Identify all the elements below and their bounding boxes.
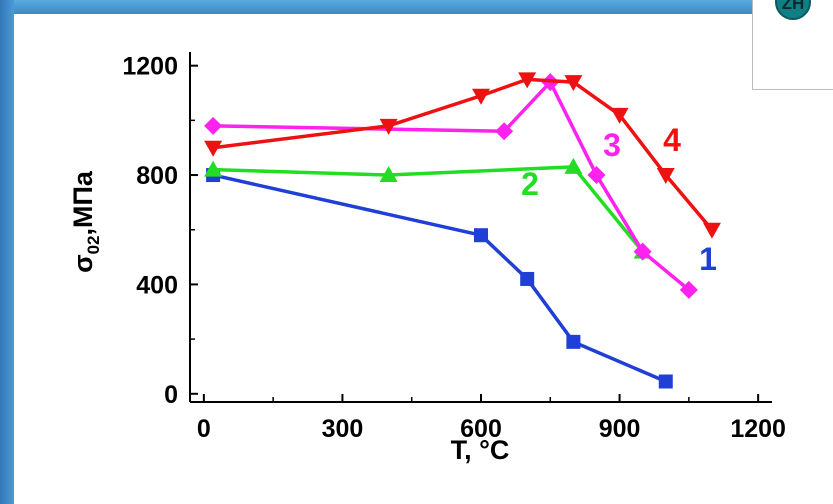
logo: ZH (752, 0, 833, 90)
data-point (379, 166, 398, 183)
data-point (204, 140, 223, 157)
x-tick-label: 300 (322, 415, 364, 443)
x-tick-label: 600 (460, 415, 502, 443)
data-point (702, 222, 721, 239)
data-point (587, 166, 606, 185)
y-axis-label-subscript: 02 (84, 236, 103, 255)
logo-icon: ZH (775, 0, 811, 20)
slide-frame-left (0, 0, 14, 504)
data-point (495, 122, 514, 141)
series-label-2: 2 (521, 166, 539, 202)
x-tick-label: 1200 (730, 415, 786, 443)
data-point (472, 88, 490, 105)
y-axis-label-symbol: σ (68, 254, 98, 272)
series-2 (204, 157, 652, 259)
series-label-3: 3 (603, 127, 621, 163)
data-point (566, 334, 581, 349)
series-3 (204, 73, 698, 299)
logo-text: ZH (782, 0, 805, 13)
series-label-1: 1 (699, 241, 717, 277)
series-line (212, 77, 714, 231)
y-tick-label: 400 (136, 271, 178, 299)
data-point (204, 160, 223, 177)
slide-frame-top (0, 0, 833, 14)
series-line (212, 173, 667, 384)
y-tick-label: 800 (136, 162, 178, 190)
data-point (204, 116, 223, 135)
data-point (610, 107, 629, 124)
data-point (679, 280, 698, 299)
data-point (633, 242, 652, 261)
series-4 (204, 72, 721, 239)
data-point (564, 157, 583, 174)
data-point (474, 228, 488, 243)
series-line (213, 80, 690, 292)
data-point (379, 118, 398, 135)
data-point (656, 168, 675, 185)
data-point (520, 271, 535, 286)
y-axis-label: σ02,МПа (68, 170, 103, 273)
x-tick-label: 0 (197, 415, 211, 443)
y-tick-label: 1200 (122, 53, 178, 81)
slide-panel (14, 14, 833, 504)
y-axis-label-unit: ,МПа (68, 170, 98, 235)
x-axis-label: T, °C (451, 435, 510, 465)
data-point (518, 72, 537, 89)
data-point (658, 374, 673, 389)
data-point (564, 75, 583, 92)
y-tick-label: 0 (164, 381, 178, 409)
x-tick-label: 900 (599, 415, 641, 443)
series-line (213, 165, 645, 253)
series-label-4: 4 (663, 122, 681, 158)
